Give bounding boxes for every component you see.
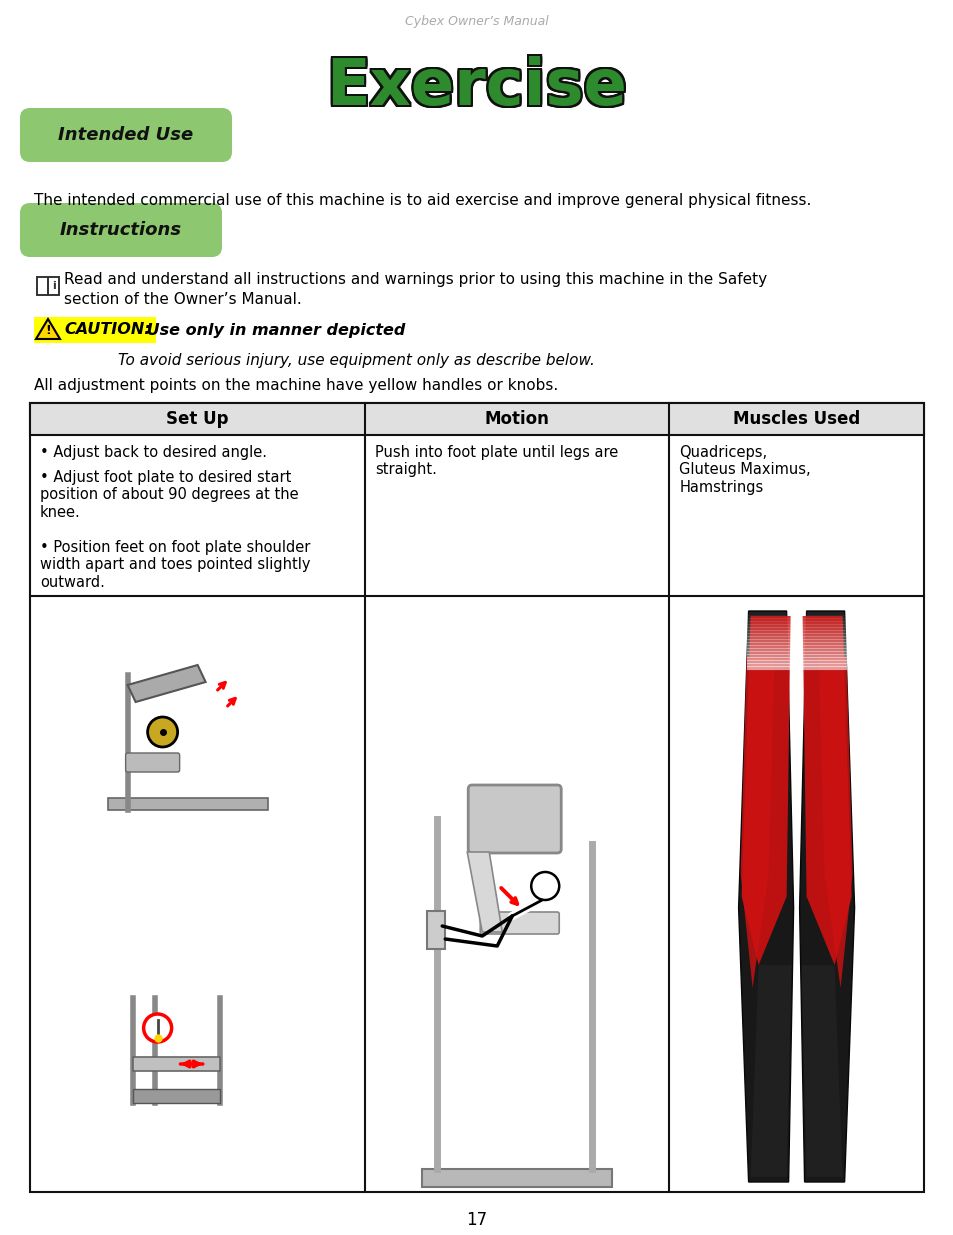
Circle shape [148, 718, 177, 747]
Bar [30, 403, 923, 435]
Bar [427, 911, 445, 948]
Polygon shape [738, 611, 793, 1182]
Circle shape [144, 1014, 172, 1042]
Text: Exercise: Exercise [328, 56, 629, 117]
Polygon shape [801, 965, 841, 1177]
Text: Push into foot plate until legs are
straight.: Push into foot plate until legs are stra… [375, 445, 618, 478]
FancyBboxPatch shape [126, 753, 179, 772]
Text: Motion: Motion [484, 410, 549, 429]
Polygon shape [818, 657, 852, 988]
Text: The intended commercial use of this machine is to aid exercise and improve gener: The intended commercial use of this mach… [34, 193, 810, 207]
Text: Exercise: Exercise [328, 57, 629, 119]
Text: • Adjust foot plate to desired start
position of about 90 degrees at the
knee.: • Adjust foot plate to desired start pos… [40, 471, 298, 520]
Text: Exercise: Exercise [327, 56, 628, 119]
Text: Exercise: Exercise [328, 58, 629, 120]
Text: section of the Owner’s Manual.: section of the Owner’s Manual. [64, 291, 301, 308]
Text: Read and understand all instructions and warnings prior to using this machine in: Read and understand all instructions and… [64, 272, 766, 287]
Text: Exercise: Exercise [325, 54, 626, 116]
Text: Exercise: Exercise [325, 57, 626, 119]
Bar [422, 1170, 612, 1187]
Text: !: ! [45, 325, 51, 337]
Polygon shape [128, 664, 206, 701]
Text: Muscles Used: Muscles Used [732, 410, 860, 429]
Polygon shape [740, 657, 774, 988]
Text: Exercise: Exercise [324, 58, 625, 120]
Text: Exercise: Exercise [326, 56, 627, 119]
Circle shape [531, 872, 558, 900]
Text: Exercise: Exercise [327, 54, 628, 116]
Text: i: i [52, 282, 56, 291]
Bar [108, 798, 268, 810]
Text: Exercise: Exercise [325, 58, 626, 120]
Text: Exercise: Exercise [328, 54, 629, 116]
Text: Exercise: Exercise [326, 56, 627, 117]
Bar [34, 317, 156, 343]
Polygon shape [799, 611, 854, 1182]
Polygon shape [740, 616, 790, 965]
Text: Exercise: Exercise [327, 57, 628, 119]
FancyBboxPatch shape [468, 785, 560, 853]
Bar [132, 1057, 219, 1071]
Text: Exercise: Exercise [324, 57, 625, 119]
Text: Use only in manner depicted: Use only in manner depicted [141, 322, 405, 337]
FancyBboxPatch shape [20, 107, 232, 162]
FancyBboxPatch shape [479, 911, 558, 934]
Text: Exercise: Exercise [328, 56, 629, 119]
Text: 17: 17 [466, 1212, 487, 1229]
Text: Exercise: Exercise [326, 54, 627, 116]
Text: Exercise: Exercise [326, 57, 627, 119]
Text: Exercise: Exercise [324, 54, 625, 116]
Text: Intended Use: Intended Use [58, 126, 193, 144]
Text: Cybex Owner’s Manual: Cybex Owner’s Manual [405, 16, 548, 28]
Text: To avoid serious injury, use equipment only as describe below.: To avoid serious injury, use equipment o… [118, 353, 595, 368]
Bar [30, 403, 923, 1192]
Text: Exercise: Exercise [327, 58, 628, 120]
Text: Exercise: Exercise [327, 56, 628, 117]
Polygon shape [801, 616, 851, 965]
FancyBboxPatch shape [37, 277, 48, 295]
Text: Exercise: Exercise [325, 56, 626, 117]
Text: Exercise: Exercise [324, 56, 625, 119]
Text: • Position feet on foot plate shoulder
width apart and toes pointed slightly
out: • Position feet on foot plate shoulder w… [40, 540, 310, 590]
Text: Exercise: Exercise [324, 56, 625, 117]
Polygon shape [467, 852, 501, 932]
Polygon shape [36, 319, 60, 338]
Text: All adjustment points on the machine have yellow handles or knobs.: All adjustment points on the machine hav… [34, 378, 558, 393]
Polygon shape [750, 965, 791, 1177]
Text: CAUTION:: CAUTION: [64, 322, 151, 337]
FancyBboxPatch shape [20, 203, 222, 257]
Text: Set Up: Set Up [166, 410, 229, 429]
FancyBboxPatch shape [48, 277, 59, 295]
Text: Exercise: Exercise [326, 58, 627, 120]
Bar [132, 1089, 219, 1103]
Text: Quadriceps,
Gluteus Maximus,
Hamstrings: Quadriceps, Gluteus Maximus, Hamstrings [679, 445, 810, 495]
Text: • Adjust back to desired angle.: • Adjust back to desired angle. [40, 445, 267, 459]
Text: Exercise: Exercise [325, 56, 626, 119]
Text: Instructions: Instructions [60, 221, 182, 240]
